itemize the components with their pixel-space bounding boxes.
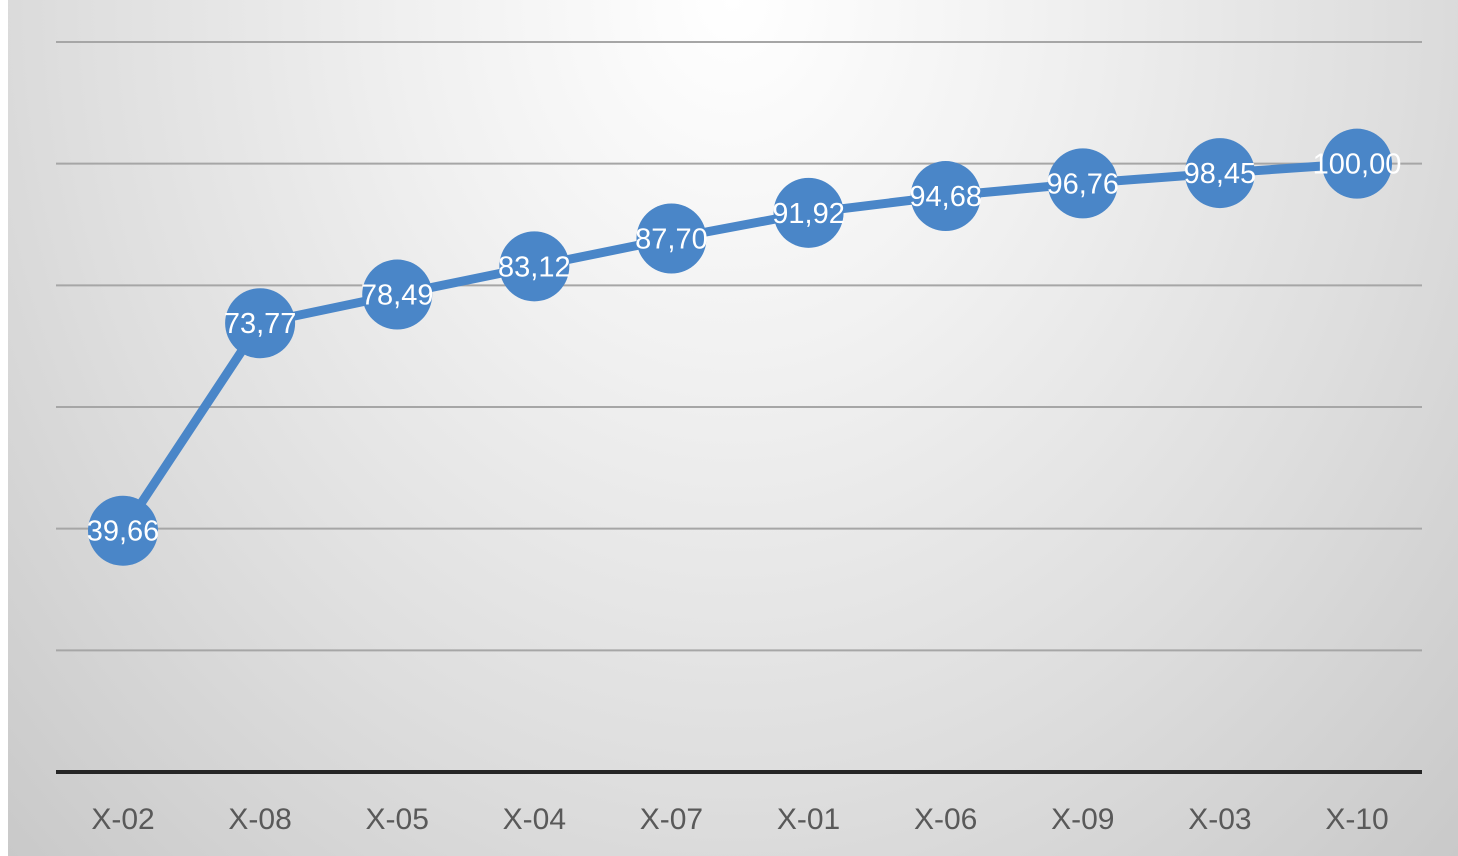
data-label: 96,76 <box>1046 168 1119 200</box>
x-tick-label: X-02 <box>91 803 154 836</box>
data-label: 73,77 <box>224 308 297 340</box>
x-tick-label: X-04 <box>503 803 566 836</box>
series-line <box>119 159 1358 534</box>
data-label: 91,92 <box>772 198 845 230</box>
data-point <box>225 288 296 359</box>
line-chart: X-02 X-08 X-05 X-04 X-07 X-01 X-06 X-09 X-03 X-10… <box>56 41 1422 836</box>
data-point <box>1047 148 1118 219</box>
data-label: 83,12 <box>498 251 571 283</box>
x-tick-label: X-01 <box>777 803 840 836</box>
data-point <box>773 177 844 248</box>
x-tick-label: X-10 <box>1325 803 1388 836</box>
data-label: 94,68 <box>909 181 982 213</box>
x-tick-label: X-09 <box>1051 803 1114 836</box>
data-label: 98,45 <box>1184 158 1257 190</box>
x-tick-labels: X-02 X-08 X-05 X-04 X-07 X-01 X-06 X-09 X-03 X-10 <box>91 803 1388 836</box>
data-label: 78,49 <box>361 280 434 312</box>
data-point <box>636 203 707 274</box>
data-label: 39,66 <box>87 516 160 548</box>
data-point <box>1322 128 1392 199</box>
data-point <box>910 161 981 232</box>
data-label: 100,00 <box>1313 149 1402 181</box>
data-point <box>499 231 570 302</box>
x-tick-label: X-08 <box>228 803 291 836</box>
data-label: 87,70 <box>635 223 708 255</box>
data-point <box>88 495 158 566</box>
chart-area: X-02 X-08 X-05 X-04 X-07 X-01 X-06 X-09 X-03 X-10… <box>8 0 1458 856</box>
x-tick-label: X-03 <box>1188 803 1251 836</box>
x-tick-label: X-05 <box>366 803 429 836</box>
data-point <box>1184 138 1255 209</box>
data-labels: 39,66 73,77 78,49 83,12 87,70 91,92 94,68 96,76… <box>87 149 1402 548</box>
data-point <box>362 259 433 330</box>
x-tick-label: X-06 <box>914 803 977 836</box>
data-points <box>88 128 1392 566</box>
gridlines <box>56 41 1422 652</box>
x-tick-label: X-07 <box>640 803 703 836</box>
